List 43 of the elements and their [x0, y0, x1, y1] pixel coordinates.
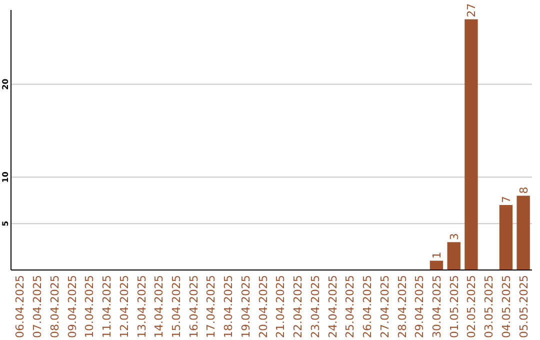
- x-tick-label: 10.04.2025: [83, 275, 96, 338]
- x-tick-label: 23.04.2025: [308, 275, 322, 338]
- x-tick-label: 20.04.2025: [256, 275, 270, 338]
- x-tick-label: 25.04.2025: [344, 275, 357, 338]
- x-tick-label: 05.05.2025: [517, 275, 530, 338]
- x-tick-label: 07.04.2025: [31, 275, 44, 338]
- x-tick-label: 06.04.2025: [14, 275, 27, 338]
- bar: [516, 196, 530, 270]
- x-tick-label: 12.04.2025: [118, 275, 131, 338]
- x-tick-label: 02.05.2025: [465, 275, 478, 338]
- x-tick-label: 24.04.2025: [326, 275, 340, 338]
- data-label: 1: [430, 252, 444, 259]
- x-tick-label: 09.04.2025: [66, 275, 79, 338]
- data-label: 8: [517, 186, 530, 194]
- x-tick-label: 15.04.2025: [170, 275, 183, 338]
- x-tick-label: 28.04.2025: [396, 275, 409, 338]
- y-tick-label: 10: [1, 171, 10, 183]
- x-tick-label: 01.05.2025: [448, 275, 461, 338]
- y-tick-label: 20: [1, 78, 10, 90]
- x-tick-label: 29.04.2025: [413, 275, 426, 338]
- x-tick-label: 11.04.2025: [100, 275, 114, 338]
- x-tick-label: 17.04.2025: [204, 275, 218, 338]
- data-label: 27: [465, 3, 478, 18]
- data-label: 7: [500, 196, 513, 203]
- x-tick-label: 13.04.2025: [135, 275, 148, 338]
- x-tick-label: 03.05.2025: [482, 275, 496, 338]
- x-tick-label: 08.04.2025: [48, 275, 62, 338]
- y-tick-label: 5: [1, 220, 10, 226]
- bar: [464, 19, 478, 270]
- bar: [499, 205, 513, 270]
- x-tick-label: 18.04.2025: [222, 275, 236, 338]
- bar: [430, 260, 444, 270]
- x-tick-label: 22.04.2025: [292, 275, 305, 338]
- x-tick-label: 26.04.2025: [361, 275, 374, 338]
- x-tick-label: 30.04.2025: [430, 275, 444, 338]
- x-tick-label: 21.04.2025: [274, 275, 288, 338]
- x-tick-label: 19.04.2025: [239, 275, 252, 338]
- x-tick-label: 16.04.2025: [187, 275, 200, 338]
- data-label: 3: [448, 233, 461, 240]
- x-tick-label: 14.04.2025: [152, 275, 166, 338]
- bar: [447, 242, 460, 270]
- x-tick-label: 04.05.2025: [500, 275, 513, 338]
- x-tick-label: 27.04.2025: [378, 275, 392, 338]
